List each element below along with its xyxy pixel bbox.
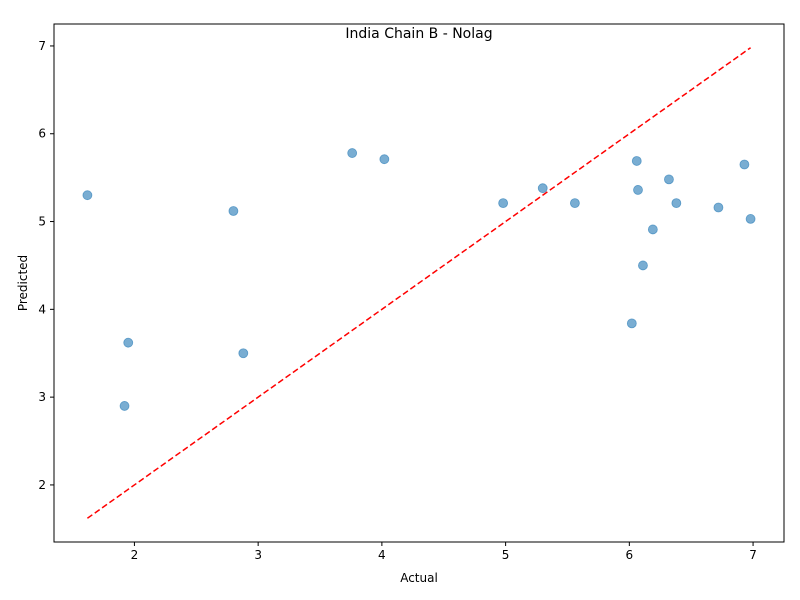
x-tick-label: 2 (131, 548, 139, 562)
data-point (713, 202, 724, 213)
data-points (82, 148, 756, 411)
x-tick-label: 3 (254, 548, 262, 562)
data-point (123, 337, 134, 348)
y-tick-label: 5 (38, 215, 46, 229)
chart-title: India Chain B - Nolag (345, 26, 492, 42)
data-point (379, 154, 390, 165)
data-point (537, 183, 548, 194)
y-tick-label: 6 (38, 127, 46, 141)
data-point (638, 260, 648, 271)
x-tick-label: 6 (626, 548, 634, 562)
data-point (745, 214, 756, 224)
data-point (631, 156, 642, 166)
data-point (664, 174, 674, 185)
x-tick-label: 7 (749, 548, 757, 562)
x-tick-label: 4 (378, 548, 386, 562)
x-axis-ticks: 2 3 4 5 6 7 (131, 542, 757, 562)
data-point (569, 198, 580, 209)
y-axis-ticks: 2 3 4 5 6 7 (38, 39, 54, 492)
data-point (647, 224, 658, 235)
data-point (82, 190, 93, 201)
plot-frame (53, 23, 785, 543)
data-point (498, 198, 509, 209)
y-tick-label: 4 (38, 302, 46, 316)
data-point (626, 318, 637, 329)
y-tick-label: 3 (38, 390, 46, 404)
data-point (347, 148, 358, 158)
x-tick-label: 5 (502, 548, 510, 562)
y-tick-label: 2 (38, 478, 46, 492)
data-point (228, 206, 239, 216)
x-axis-label: Actual (400, 571, 438, 585)
data-point (119, 401, 130, 411)
y-axis-label: Predicted (16, 255, 30, 311)
data-point (671, 198, 682, 209)
data-point (739, 159, 750, 170)
data-point (238, 348, 249, 359)
data-point (633, 185, 643, 195)
plot-area: 2 3 4 5 6 7 2 3 4 5 6 7 (38, 23, 785, 562)
reference-line (86, 47, 752, 519)
y-tick-label: 7 (38, 39, 46, 53)
